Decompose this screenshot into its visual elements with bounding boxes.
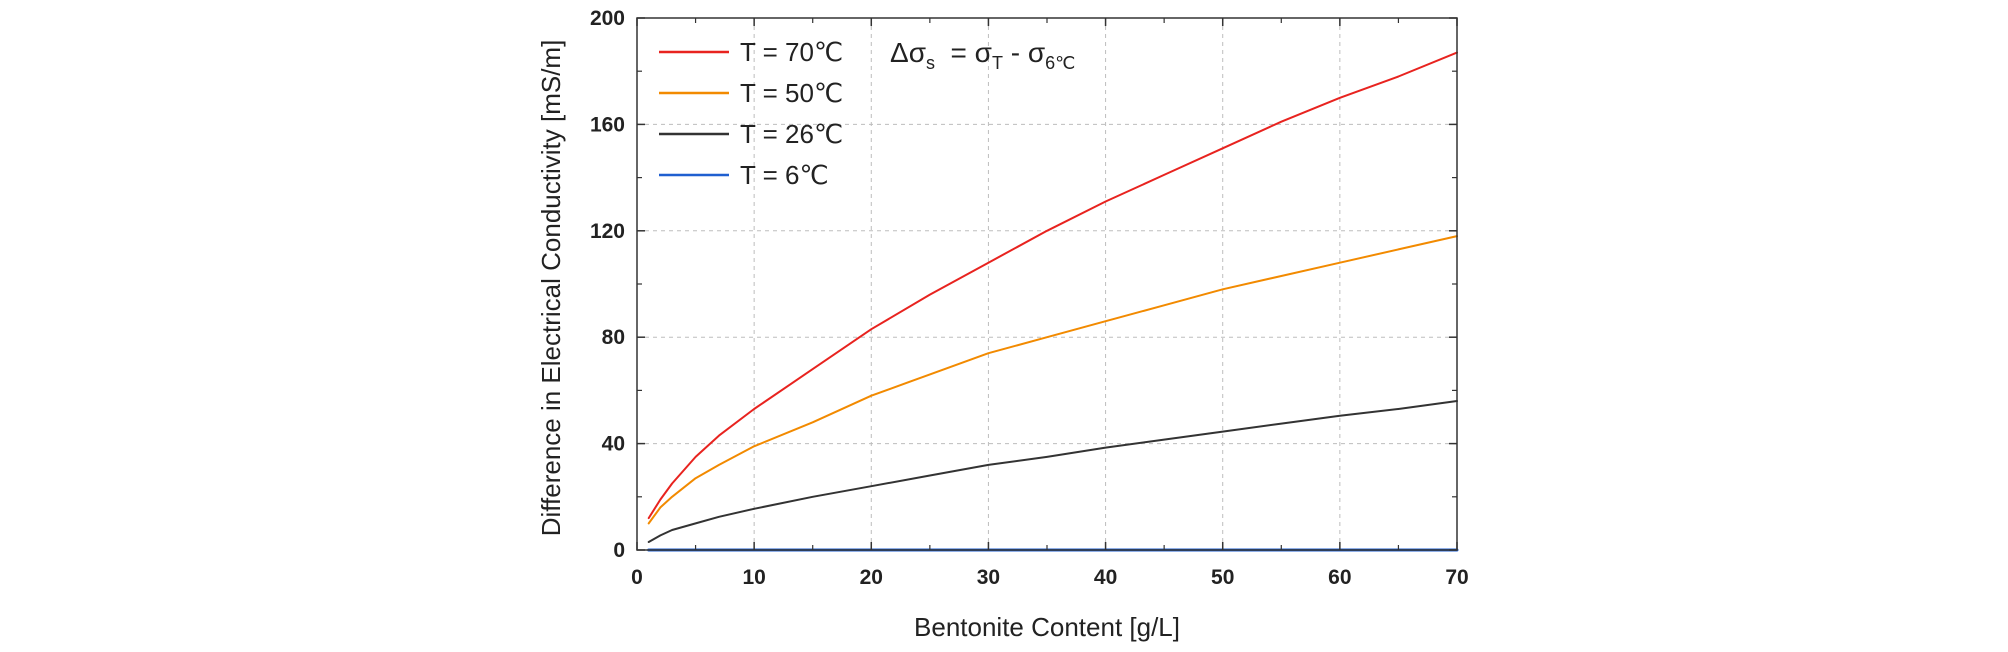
y-tick-label: 160 [590,113,625,136]
series-line [647,51,1458,520]
legend-label: T = 6℃ [740,160,829,190]
series-line [647,235,1458,525]
legend-label: T = 70℃ [740,37,843,67]
x-tick-label: 30 [977,566,1000,589]
formula-annotation: Δσs = σT - σ6℃ [890,37,1075,73]
formula-middle: = σ [935,37,992,68]
y-axis-title: Difference in Electrical Conductivity [m… [536,40,566,537]
y-tick-label: 120 [590,220,625,243]
series-line [647,400,1458,543]
x-tick-label: 50 [1211,566,1234,589]
x-tick-label: 20 [860,566,883,589]
x-tick-label: 0 [631,566,643,589]
legend-label: T = 26℃ [740,119,843,149]
x-tick-label: 60 [1328,566,1351,589]
formula-middle-sub: T [992,53,1003,73]
formula-prefix: Δσ [890,37,926,68]
y-tick-label: 40 [602,433,625,456]
tick-labels: 0 10 20 30 40 50 60 70 0 40 80 120 160 200 [590,7,1469,589]
y-tick-label: 80 [602,326,625,349]
axis-ticks [636,17,1458,551]
formula-tail-sub: 6℃ [1045,53,1075,73]
x-axis-title: Bentonite Content [g/L] [914,612,1180,642]
x-tick-label: 70 [1445,566,1468,589]
y-tick-label: 0 [613,539,625,562]
legend: T = 70℃ T = 50℃ T = 26℃ T = 6℃ [659,37,843,190]
legend-label: T = 50℃ [740,78,843,108]
x-tick-label: 40 [1094,566,1117,589]
y-tick-label: 200 [590,7,625,30]
formula-tail: - σ [1003,37,1045,68]
x-tick-label: 10 [742,566,765,589]
formula-prefix-sub: s [926,53,935,73]
